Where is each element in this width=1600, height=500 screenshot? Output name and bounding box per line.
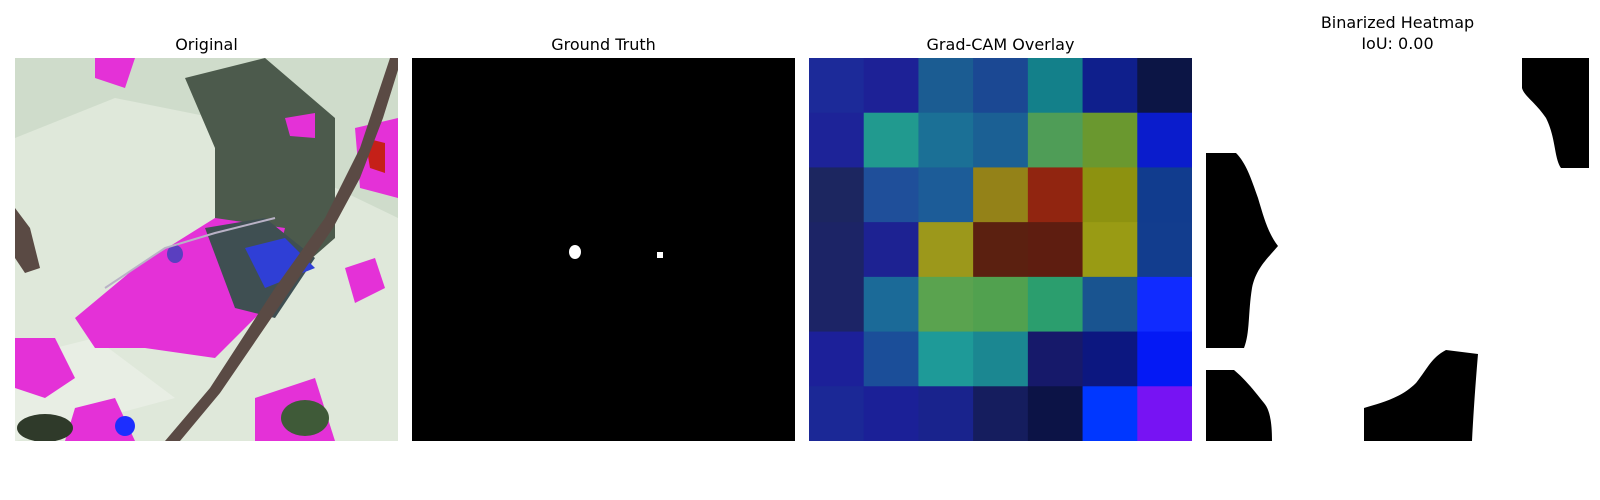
heatmap-cell bbox=[1082, 112, 1138, 168]
heatmap-cell bbox=[973, 276, 1029, 333]
heatmap-cell bbox=[863, 386, 919, 441]
heatmap-cell bbox=[809, 331, 865, 387]
gradcam-heatmap bbox=[809, 58, 1192, 441]
heatmap-cell bbox=[1082, 331, 1138, 387]
heatmap-cell bbox=[973, 167, 1029, 223]
heatmap-cell bbox=[973, 58, 1029, 114]
gt-spot bbox=[657, 252, 663, 258]
heatmap-cell bbox=[973, 331, 1029, 387]
heatmap-cell bbox=[809, 58, 865, 114]
heatmap-cell bbox=[1137, 167, 1192, 223]
heatmap-cell bbox=[1137, 222, 1192, 278]
heatmap-cell bbox=[1137, 331, 1192, 387]
heatmap-cell bbox=[1027, 276, 1084, 333]
heatmap-cell bbox=[1027, 112, 1084, 168]
ground-truth-mask bbox=[412, 58, 795, 441]
panel-ground-truth: Ground Truth bbox=[412, 0, 795, 441]
heatmap-cell bbox=[863, 222, 919, 278]
heatmap-cell bbox=[1027, 167, 1084, 223]
heatmap-cell bbox=[1027, 331, 1084, 387]
heatmap-cell bbox=[1137, 112, 1192, 168]
panel-title: Ground Truth bbox=[551, 35, 656, 54]
heatmap-cell bbox=[863, 58, 919, 114]
heatmap-cell bbox=[918, 58, 974, 114]
heatmap-cell bbox=[1082, 58, 1138, 114]
panel-title: Original bbox=[175, 35, 238, 54]
heatmap-cell bbox=[918, 167, 974, 223]
heatmap-cell bbox=[1027, 386, 1084, 441]
heatmap-cell bbox=[809, 112, 865, 168]
original-leaf-image bbox=[15, 58, 398, 441]
heatmap-cell bbox=[809, 167, 865, 223]
heatmap-cell bbox=[809, 276, 865, 333]
heatmap-cell bbox=[973, 222, 1029, 278]
heatmap-cell bbox=[1027, 222, 1084, 278]
heatmap-cell bbox=[809, 222, 865, 278]
heatmap-cell bbox=[973, 112, 1029, 168]
heatmap-cell bbox=[918, 331, 974, 387]
heatmap-cell bbox=[1082, 222, 1138, 278]
heatmap-cell bbox=[1137, 276, 1192, 333]
heatmap-cell bbox=[918, 112, 974, 168]
panel-title: Grad-CAM Overlay bbox=[926, 35, 1075, 54]
iou-label: IoU: 0.00 bbox=[1361, 34, 1434, 53]
heatmap-cell bbox=[863, 331, 919, 387]
heatmap-cell bbox=[918, 222, 974, 278]
mask-region bbox=[1522, 58, 1589, 168]
heatmap-cell bbox=[1027, 58, 1084, 114]
heatmap-cell bbox=[1082, 276, 1138, 333]
heatmap-cell bbox=[1137, 58, 1192, 114]
panel-title: Binarized Heatmap IoU: 0.00 bbox=[1206, 12, 1589, 54]
heatmap-cell bbox=[863, 112, 919, 168]
heatmap-cell bbox=[809, 386, 865, 441]
heatmap-cell bbox=[863, 167, 919, 223]
binarized-heatmap-mask bbox=[1206, 58, 1589, 441]
heatmap-cell bbox=[863, 276, 919, 333]
mask-region bbox=[1206, 153, 1278, 348]
panel-title-line: Binarized Heatmap bbox=[1320, 13, 1475, 32]
heatmap-cell bbox=[1082, 167, 1138, 223]
mask-region bbox=[1364, 350, 1478, 441]
panel-original: Original bbox=[15, 0, 398, 441]
heatmap-cell bbox=[918, 386, 974, 441]
panel-binarized-heatmap: Binarized Heatmap IoU: 0.00 bbox=[1206, 0, 1589, 441]
heatmap-cell bbox=[918, 276, 974, 333]
heatmap-cell bbox=[973, 386, 1029, 441]
heatmap-cell bbox=[1137, 386, 1192, 441]
gt-spot bbox=[569, 245, 581, 259]
panel-gradcam-overlay: Grad-CAM Overlay bbox=[809, 0, 1192, 441]
heatmap-cell bbox=[1082, 386, 1138, 441]
mask-region bbox=[1206, 370, 1272, 441]
